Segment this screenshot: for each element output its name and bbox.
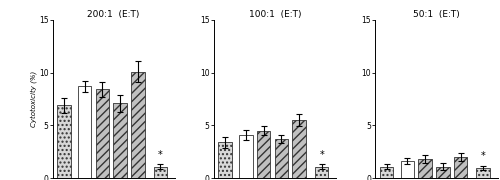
- Text: *: *: [158, 150, 162, 160]
- Bar: [315, 166, 328, 178]
- Title: 50:1  (E:T): 50:1 (E:T): [413, 10, 460, 19]
- Bar: [78, 86, 92, 178]
- Bar: [476, 168, 490, 178]
- Text: *: *: [480, 151, 486, 161]
- Bar: [274, 139, 288, 178]
- Bar: [292, 120, 306, 178]
- Bar: [218, 142, 232, 178]
- Bar: [257, 131, 270, 178]
- Text: *: *: [320, 150, 324, 160]
- Bar: [380, 166, 394, 178]
- Bar: [114, 103, 127, 178]
- Bar: [240, 135, 253, 178]
- Bar: [454, 157, 468, 178]
- Bar: [154, 166, 167, 178]
- Bar: [57, 105, 70, 178]
- Bar: [436, 166, 450, 178]
- Bar: [418, 159, 432, 178]
- Bar: [400, 161, 414, 178]
- Y-axis label: Cytotoxicity (%): Cytotoxicity (%): [30, 71, 38, 127]
- Title: 100:1  (E:T): 100:1 (E:T): [249, 10, 301, 19]
- Bar: [96, 89, 109, 178]
- Title: 200:1  (E:T): 200:1 (E:T): [88, 10, 140, 19]
- Bar: [131, 71, 144, 178]
